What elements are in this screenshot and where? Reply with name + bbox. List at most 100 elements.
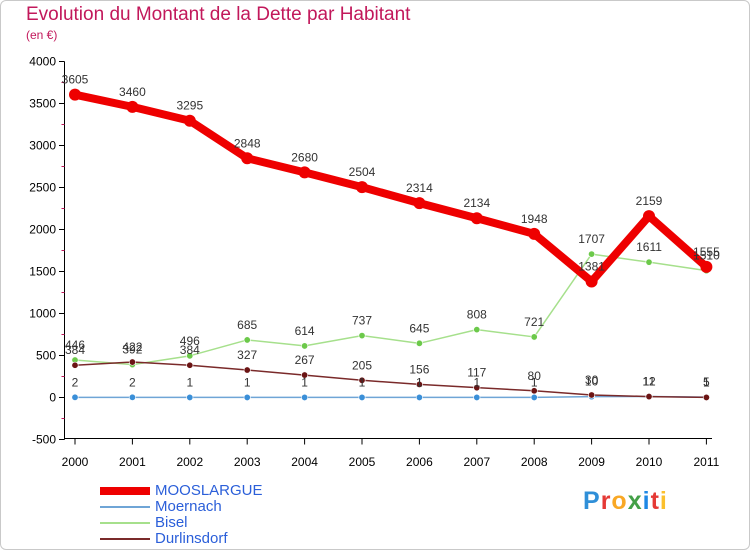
data-label-bisel: 685 xyxy=(237,318,257,332)
data-point-bisel xyxy=(530,333,538,341)
data-label-durlinsdorf: 80 xyxy=(528,369,542,383)
legend-label: MOOSLARGUE xyxy=(155,482,263,499)
series-line-moernach xyxy=(74,395,708,399)
data-label-moernach: 2 xyxy=(129,375,136,389)
data-label-bisel: 1611 xyxy=(636,240,662,254)
y-tick-label: 0 xyxy=(49,391,56,405)
data-point-mooslargue xyxy=(470,212,483,225)
x-tick-label: 2001 xyxy=(119,455,146,469)
data-point-bisel xyxy=(473,326,481,334)
legend-swatch xyxy=(100,538,150,540)
series-line-bisel xyxy=(74,253,708,366)
data-point-moernach xyxy=(358,393,366,401)
data-point-moernach xyxy=(530,393,538,401)
data-label-bisel: 446 xyxy=(65,338,85,352)
data-label-bisel: 721 xyxy=(524,315,544,329)
data-point-bisel xyxy=(588,250,596,258)
y-tick-label: 1000 xyxy=(29,307,56,321)
data-point-moernach xyxy=(301,393,309,401)
data-label-mooslargue: 2680 xyxy=(291,150,318,164)
x-tick-label: 2003 xyxy=(234,455,261,469)
data-label-moernach: 1 xyxy=(473,375,480,389)
data-label-bisel: 1510 xyxy=(693,249,720,263)
data-label-durlinsdorf: 327 xyxy=(237,348,257,362)
data-label-mooslargue: 2134 xyxy=(463,196,490,210)
data-point-durlinsdorf xyxy=(645,393,653,401)
legend-label: Bisel xyxy=(155,514,188,531)
x-tick-label: 2006 xyxy=(406,455,433,469)
legend-swatch xyxy=(100,506,150,508)
data-label-bisel: 1707 xyxy=(578,232,605,246)
data-label-durlinsdorf: 30 xyxy=(585,373,599,387)
data-label-mooslargue: 1948 xyxy=(521,212,548,226)
x-tick-label: 2000 xyxy=(62,455,89,469)
data-label-durlinsdorf: 11 xyxy=(643,375,656,389)
logo-letter: i xyxy=(642,487,651,515)
data-label-bisel: 392 xyxy=(122,343,142,357)
data-point-durlinsdorf xyxy=(588,391,596,399)
data-point-durlinsdorf xyxy=(243,366,251,374)
data-label-moernach: 1 xyxy=(531,375,538,389)
data-point-mooslargue xyxy=(69,88,81,101)
legend-label: Durlinsdorf xyxy=(155,530,228,547)
logo-letter: r xyxy=(600,487,612,515)
x-tick-label: 2005 xyxy=(349,455,376,469)
data-label-mooslargue: 1381 xyxy=(578,259,605,273)
data-point-moernach xyxy=(415,393,423,401)
data-label-mooslargue: 3605 xyxy=(62,73,89,87)
data-point-bisel xyxy=(415,339,423,347)
data-label-bisel: 737 xyxy=(352,314,372,328)
data-point-moernach xyxy=(186,393,194,401)
data-point-moernach xyxy=(128,393,136,401)
y-tick-label: 2500 xyxy=(29,181,56,195)
legend-swatch xyxy=(100,487,150,495)
proxiti-logo: Proxiti xyxy=(583,487,668,516)
x-tick-label: 2009 xyxy=(578,455,605,469)
data-label-bisel: 808 xyxy=(467,308,487,322)
y-tick-label: 500 xyxy=(36,349,56,363)
data-label-durlinsdorf: 156 xyxy=(409,362,429,376)
data-label-mooslargue: 2504 xyxy=(349,165,376,179)
data-point-durlinsdorf xyxy=(186,361,194,369)
x-tick-label: 2004 xyxy=(291,455,318,469)
data-label-mooslargue: 2848 xyxy=(234,136,261,150)
data-point-mooslargue xyxy=(241,152,254,165)
data-point-durlinsdorf xyxy=(71,361,79,369)
data-point-mooslargue xyxy=(413,197,426,210)
data-point-mooslargue xyxy=(356,181,368,194)
data-label-mooslargue: 2314 xyxy=(406,181,433,195)
data-point-moernach xyxy=(71,393,79,401)
data-label-durlinsdorf: 422 xyxy=(122,340,142,354)
x-tick-label: 2010 xyxy=(636,455,663,469)
data-label-durlinsdorf: 205 xyxy=(352,358,372,372)
data-point-bisel xyxy=(645,258,653,266)
y-tick-label: 2000 xyxy=(29,223,56,237)
data-label-mooslargue: 2159 xyxy=(636,194,663,208)
data-label-moernach: 5 xyxy=(703,375,710,389)
data-label-moernach: 1 xyxy=(244,375,251,389)
data-point-mooslargue xyxy=(298,166,311,179)
y-tick-label: 3000 xyxy=(29,139,56,153)
data-label-bisel: 645 xyxy=(409,321,429,335)
data-point-durlinsdorf xyxy=(301,371,309,379)
y-tick-label: -500 xyxy=(32,433,56,447)
y-tick-label: 3500 xyxy=(29,97,56,111)
data-point-mooslargue xyxy=(126,100,139,113)
y-tick-label: 4000 xyxy=(29,55,56,69)
data-point-durlinsdorf xyxy=(358,376,366,384)
logo-letter: P xyxy=(583,487,601,515)
data-label-moernach: 1 xyxy=(186,375,193,389)
logo-letter: x xyxy=(627,487,643,515)
data-label-moernach: 1 xyxy=(359,375,366,389)
data-point-durlinsdorf xyxy=(530,387,538,395)
data-label-mooslargue: 3295 xyxy=(176,99,203,113)
data-label-moernach: 1 xyxy=(301,375,308,389)
data-point-durlinsdorf xyxy=(473,384,481,392)
data-point-durlinsdorf xyxy=(702,393,710,401)
data-point-bisel xyxy=(243,336,251,344)
data-label-durlinsdorf: 384 xyxy=(180,343,200,357)
data-label-durlinsdorf: 384 xyxy=(65,343,85,357)
data-point-bisel xyxy=(358,332,366,340)
data-label-moernach: 2 xyxy=(72,375,79,389)
data-label-durlinsdorf: 117 xyxy=(467,366,486,380)
